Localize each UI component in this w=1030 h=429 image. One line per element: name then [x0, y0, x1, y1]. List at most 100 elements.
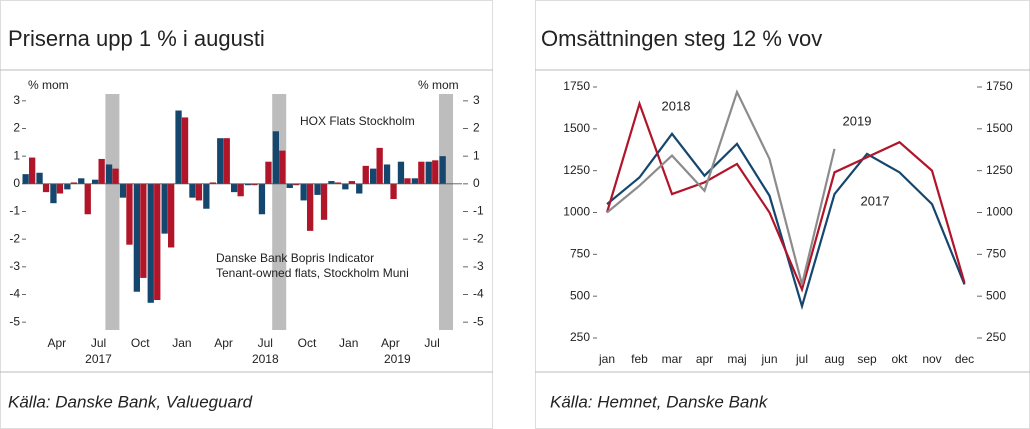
- x-tick-label: Jul: [258, 336, 273, 350]
- bar: [432, 160, 439, 184]
- source: Källa: Danske Bank, Valueguard: [8, 392, 253, 411]
- bar: [314, 183, 321, 195]
- bar: [411, 178, 418, 184]
- year-label: 2018: [252, 352, 279, 366]
- y2-tick-label: 3: [473, 93, 480, 107]
- bar: [258, 183, 266, 215]
- bar: [237, 183, 244, 197]
- bar: [279, 150, 286, 184]
- bar: [112, 168, 119, 184]
- bar: [307, 183, 314, 231]
- bar: [84, 183, 91, 215]
- bar: [272, 131, 279, 184]
- line-series: [605, 100, 966, 293]
- annotation: Tenant-owned flats, Stockholm Muni: [216, 266, 409, 280]
- y2-tick-label: 1: [473, 148, 480, 162]
- x-tick-label: sep: [857, 352, 877, 366]
- y-tick-label: -4: [9, 287, 20, 301]
- bar: [265, 161, 272, 184]
- bar: [397, 161, 405, 184]
- bar: [348, 181, 355, 184]
- x-tick-label: aug: [824, 352, 844, 366]
- year-label: 2019: [384, 352, 411, 366]
- bar: [370, 168, 377, 184]
- y-axis-label: % mom: [28, 78, 69, 92]
- y-tick-label: 1000: [563, 205, 590, 219]
- y2-tick-label: 2: [473, 121, 480, 135]
- x-tick-label: Jan: [172, 336, 191, 350]
- bar: [439, 156, 446, 184]
- bar: [92, 179, 99, 184]
- bar: [119, 183, 127, 198]
- x-tick-label: jul: [795, 352, 808, 366]
- bar: [404, 178, 411, 184]
- x-tick-label: jan: [598, 352, 615, 366]
- bar: [154, 183, 161, 301]
- bar: [328, 181, 335, 184]
- y-tick-label: -5: [9, 314, 20, 328]
- x-tick-label: Apr: [214, 336, 233, 350]
- bar: [342, 183, 349, 190]
- chart-title: Priserna upp 1 % i augusti: [8, 26, 265, 51]
- x-tick-label: Jan: [339, 336, 358, 350]
- series-label: 2017: [861, 193, 890, 208]
- line-series: [606, 89, 836, 285]
- bar: [425, 161, 432, 184]
- bar: [320, 183, 328, 220]
- bar: [418, 161, 425, 184]
- bar: [293, 183, 300, 186]
- y2-tick-label: 0: [473, 176, 480, 190]
- x-tick-label: Apr: [381, 336, 400, 350]
- y2-tick-label: -4: [473, 287, 484, 301]
- series-label: 2018: [662, 98, 691, 113]
- x-tick-label: feb: [631, 352, 648, 366]
- y-tick-label: -1: [9, 204, 20, 218]
- x-tick-label: mar: [662, 352, 683, 366]
- bar: [231, 183, 238, 193]
- bar: [244, 183, 252, 186]
- bar: [390, 183, 397, 200]
- y2-axis-label: % mom: [418, 78, 459, 92]
- y2-tick-label: 1750: [986, 79, 1013, 93]
- y2-tick-label: 250: [986, 330, 1006, 344]
- bar: [147, 183, 154, 303]
- source: Källa: Hemnet, Danske Bank: [550, 392, 769, 411]
- y-tick-label: 750: [570, 247, 590, 261]
- bar: [22, 174, 29, 184]
- bar: [140, 183, 147, 278]
- x-tick-label: Apr: [47, 336, 66, 350]
- x-tick-label: Oct: [298, 336, 317, 350]
- y2-tick-label: -2: [473, 231, 484, 245]
- series-label: Danske Bank Bopris Indicator: [216, 251, 374, 265]
- chart-title: Omsättningen steg 12 % vov: [541, 26, 822, 51]
- bar: [209, 182, 216, 184]
- bar: [203, 183, 210, 209]
- x-tick-label: Jul: [91, 336, 106, 350]
- y2-tick-label: 500: [986, 288, 1006, 302]
- panel-border: [0, 0, 493, 429]
- bar: [36, 172, 43, 184]
- bar: [98, 158, 105, 184]
- y2-tick-label: -1: [473, 204, 484, 218]
- bar: [334, 182, 342, 184]
- bar: [286, 183, 293, 188]
- highlight-band: [439, 94, 453, 330]
- bar: [133, 183, 140, 292]
- bar: [29, 157, 36, 184]
- x-tick-label: Oct: [131, 336, 150, 350]
- y2-tick-label: -3: [473, 259, 484, 273]
- y-tick-label: 250: [570, 330, 590, 344]
- bar: [217, 138, 224, 184]
- bar: [78, 178, 85, 184]
- bar: [42, 183, 50, 193]
- bar: [64, 183, 71, 190]
- bar: [175, 110, 182, 184]
- y2-tick-label: 750: [986, 247, 1006, 261]
- y-tick-label: 500: [570, 288, 590, 302]
- year-label: 2017: [85, 352, 112, 366]
- x-tick-label: jun: [760, 352, 777, 366]
- bar: [223, 138, 230, 184]
- bar: [376, 147, 383, 184]
- bar: [195, 183, 203, 201]
- x-tick-label: maj: [727, 352, 746, 366]
